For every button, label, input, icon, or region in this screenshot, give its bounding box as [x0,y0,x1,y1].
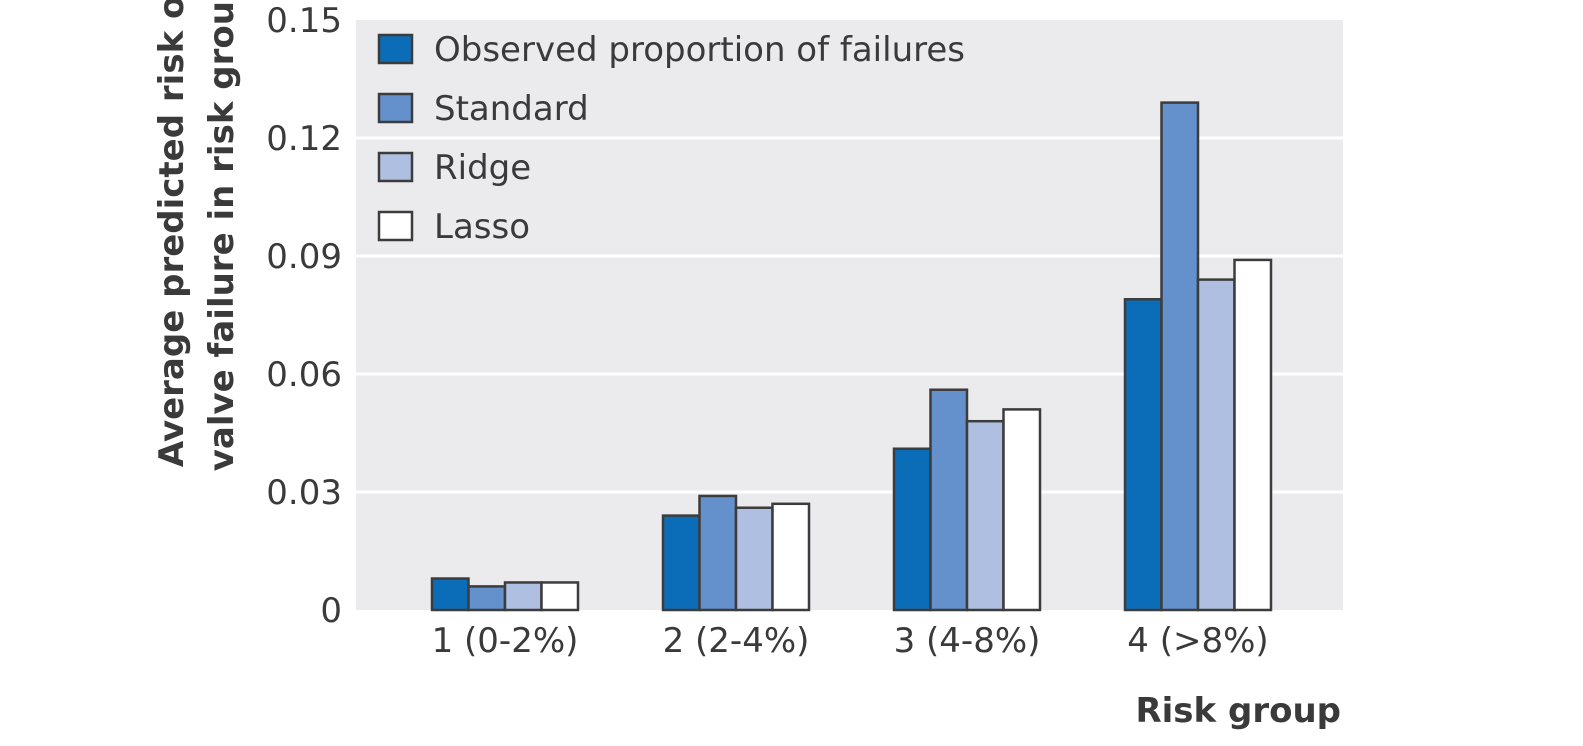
legend: Observed proportion of failures Standard R… [377,30,965,247]
legend-label: Standard [434,89,589,129]
legend-swatch [377,151,414,183]
y-tick-label: 0.03 [266,473,342,513]
x-tick-label: 3 (4-8%) [894,621,1041,661]
y-tick-label: 0.15 [266,1,342,41]
y-tick-label: 0 [320,591,342,631]
x-tick-label: 1 (0-2%) [432,621,579,661]
bar-2-2 [698,494,738,612]
bar-4-2 [771,502,811,612]
legend-label: Lasso [434,207,530,247]
bar-4-1 [540,581,580,612]
bars [430,101,1273,612]
y-tick-label: 0.06 [266,355,342,395]
y-axis-title-line-2: valve failure in risk group [202,0,242,471]
bar-4-4 [1233,258,1273,612]
bar-2-4 [1160,101,1200,612]
legend-swatch [377,92,414,124]
y-axis-ticks: 0 0.03 0.06 0.09 0.12 0.15 [266,1,342,631]
legend-swatch [377,210,414,242]
x-axis-ticks: 1 (0-2%) 2 (2-4%) 3 (4-8%) 4 (>8%) [432,621,1269,661]
bar-1-3 [892,447,932,612]
bar-2-1 [467,585,507,612]
y-tick-label: 0.09 [266,237,342,277]
bar-2-3 [929,388,969,612]
legend-swatch [377,33,414,65]
x-tick-label: 2 (2-4%) [663,621,810,661]
bar-3-2 [734,506,774,612]
bar-3-4 [1196,278,1236,612]
legend-label: Observed proportion of failures [434,30,965,70]
bar-3-1 [503,581,543,612]
bar-1-2 [661,514,701,612]
x-tick-label: 4 (>8%) [1127,621,1268,661]
bar-4-3 [1002,408,1042,612]
bar-1-4 [1123,298,1163,612]
bar-1-1 [430,577,470,612]
y-tick-label: 0.12 [266,119,342,159]
y-axis-title-line-1: Average predicted risk of [152,0,192,467]
legend-label: Ridge [434,148,531,188]
bar-3-3 [965,419,1005,612]
x-axis-title: Risk group [1135,691,1341,731]
